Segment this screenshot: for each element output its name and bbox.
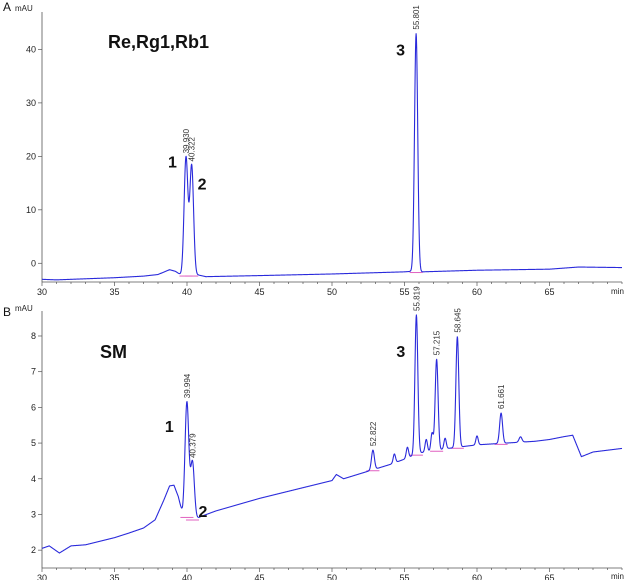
chart-title: SM bbox=[100, 342, 127, 362]
x-tick-label: 40 bbox=[182, 573, 192, 580]
peak-number: 1 bbox=[168, 154, 177, 171]
x-tick-label: 50 bbox=[327, 287, 337, 297]
y-unit-label: mAU bbox=[15, 4, 33, 13]
peak-rt-label: 55.819 bbox=[412, 286, 421, 311]
y-tick-label: 20 bbox=[26, 151, 36, 161]
x-tick-label: 60 bbox=[472, 573, 482, 580]
x-tick-label: 45 bbox=[254, 573, 264, 580]
y-tick-label: 8 bbox=[31, 331, 36, 341]
y-tick-label: 0 bbox=[31, 258, 36, 268]
peak-rt-label: 61.661 bbox=[497, 384, 506, 409]
y-tick-label: 6 bbox=[31, 402, 36, 412]
peak-number: 1 bbox=[165, 419, 174, 436]
peak-number: 2 bbox=[198, 176, 207, 193]
y-tick-label: 40 bbox=[26, 44, 36, 54]
panel-letter: B bbox=[3, 305, 11, 319]
chromatogram-trace bbox=[41, 33, 623, 281]
x-tick-label: 55 bbox=[399, 573, 409, 580]
peak-rt-label: 57.215 bbox=[433, 330, 442, 355]
x-tick-label: 35 bbox=[109, 287, 119, 297]
x-tick-label: 60 bbox=[472, 287, 482, 297]
peak-number: 3 bbox=[396, 344, 405, 361]
x-tick-label: 65 bbox=[544, 573, 554, 580]
peak-rt-label: 40.322 bbox=[188, 136, 197, 161]
peak-number: 2 bbox=[198, 504, 207, 521]
x-unit-label: min bbox=[611, 287, 624, 296]
y-tick-label: 10 bbox=[26, 205, 36, 215]
x-tick-label: 35 bbox=[109, 573, 119, 580]
peak-rt-label: 39.930 bbox=[182, 128, 191, 153]
y-tick-label: 4 bbox=[31, 474, 36, 484]
peak-number: 3 bbox=[396, 43, 405, 60]
chromatogram-trace bbox=[41, 314, 623, 554]
x-tick-label: 45 bbox=[254, 287, 264, 297]
x-tick-label: 50 bbox=[327, 573, 337, 580]
x-tick-label: 30 bbox=[37, 573, 47, 580]
y-tick-label: 2 bbox=[31, 545, 36, 555]
chart-title: Re,Rg1,Rb1 bbox=[108, 32, 209, 52]
peak-rt-label: 39.994 bbox=[183, 373, 192, 398]
panel-letter: A bbox=[3, 0, 11, 14]
y-tick-label: 30 bbox=[26, 98, 36, 108]
peak-rt-label: 55.801 bbox=[412, 5, 421, 30]
y-unit-label: mAU bbox=[15, 304, 33, 313]
x-tick-label: 55 bbox=[399, 287, 409, 297]
peak-rt-label: 58.645 bbox=[453, 308, 462, 333]
x-unit-label: min bbox=[611, 572, 624, 580]
y-tick-label: 7 bbox=[31, 367, 36, 377]
peak-rt-label: 52.822 bbox=[369, 421, 378, 446]
y-tick-label: 5 bbox=[31, 438, 36, 448]
y-tick-label: 3 bbox=[31, 509, 36, 519]
x-tick-label: 40 bbox=[182, 287, 192, 297]
x-tick-label: 65 bbox=[544, 287, 554, 297]
x-tick-label: 30 bbox=[37, 287, 47, 297]
peak-rt-label: 40.379 bbox=[188, 433, 197, 458]
